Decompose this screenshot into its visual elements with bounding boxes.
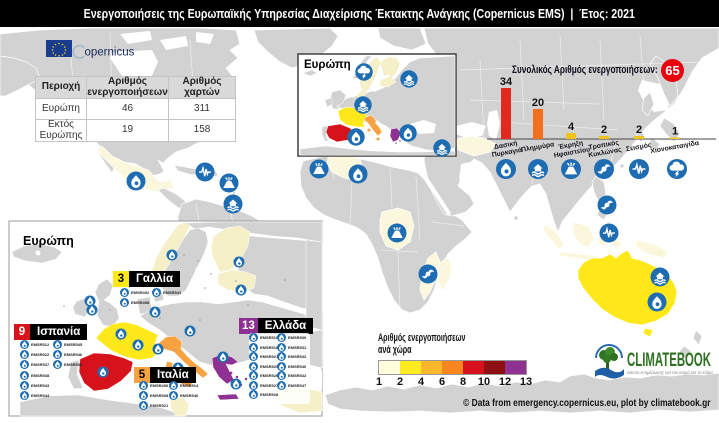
- svg-text:Δασική: Δασική: [494, 140, 518, 151]
- svg-text:opernicus: opernicus: [85, 47, 135, 59]
- svg-text:4: 4: [568, 121, 575, 133]
- svg-text:20: 20: [532, 97, 544, 109]
- svg-text:Σεισμός: Σεισμός: [625, 142, 652, 153]
- svg-text:Ευρώπη: Ευρώπη: [304, 59, 351, 71]
- svg-text:Ευρώπη: Ευρώπη: [23, 234, 74, 248]
- svg-text:2: 2: [636, 124, 642, 136]
- svg-text:Έκρηξη: Έκρηξη: [558, 140, 584, 151]
- svg-text:1: 1: [672, 126, 678, 138]
- svg-text:2: 2: [601, 124, 607, 136]
- svg-text:34: 34: [500, 76, 513, 88]
